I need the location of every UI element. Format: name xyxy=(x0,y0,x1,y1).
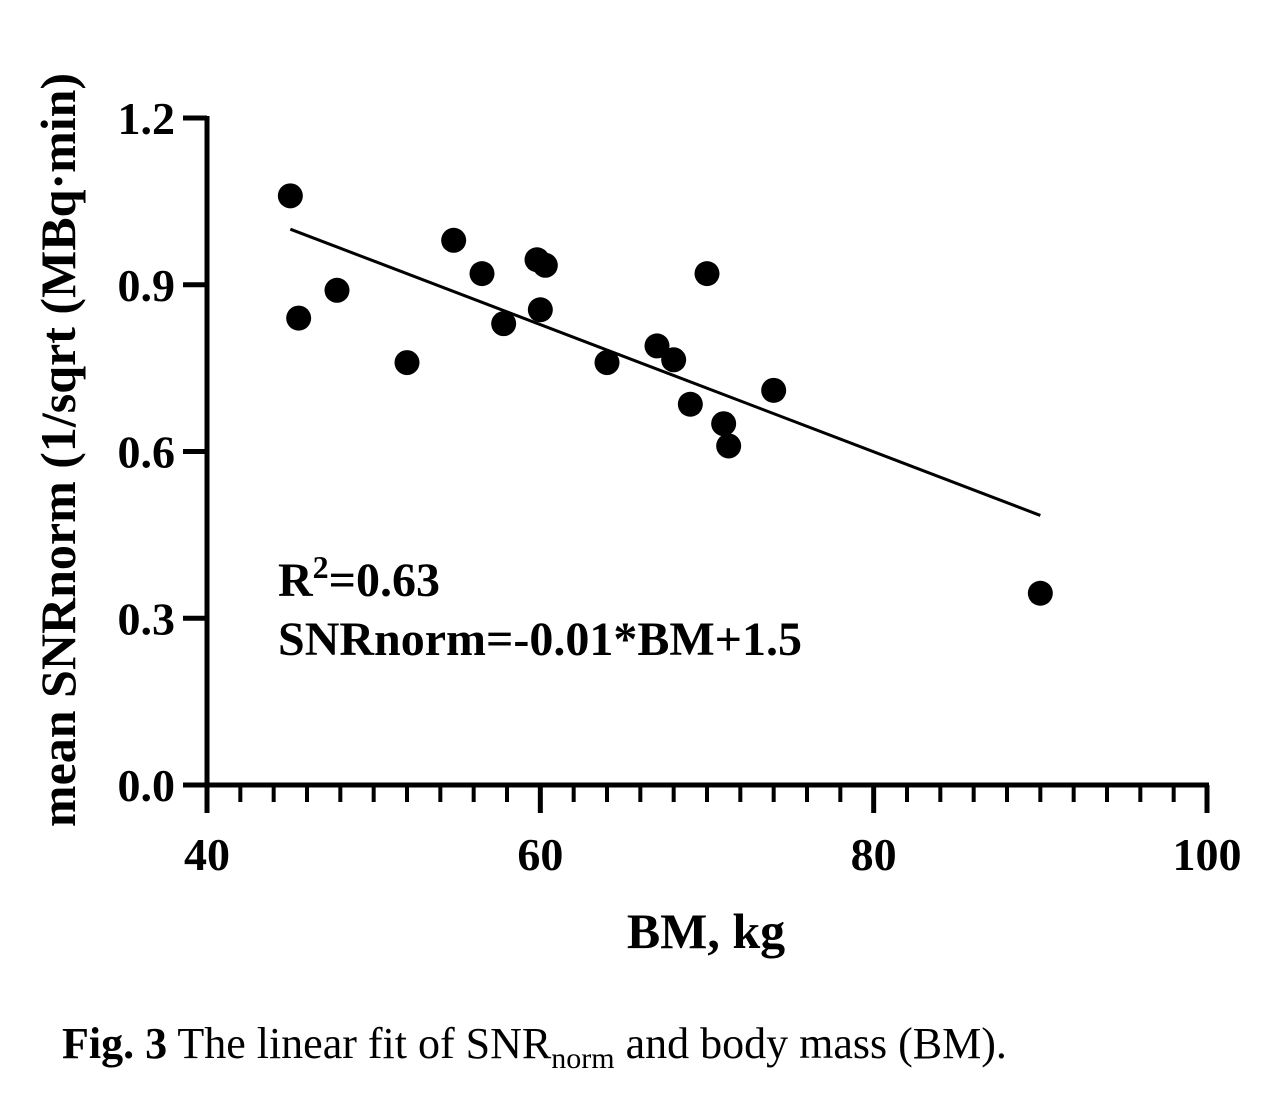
r2-annotation: R2=0.63 xyxy=(278,549,440,607)
data-point xyxy=(277,183,303,209)
data-point xyxy=(694,261,720,287)
data-point xyxy=(677,391,703,417)
r2-prefix: R xyxy=(278,554,314,607)
data-point xyxy=(441,227,467,253)
data-point xyxy=(527,297,553,323)
y-tick-label: 0.0 xyxy=(118,760,176,811)
caption-label: Fig. 3 xyxy=(62,1019,168,1068)
data-point xyxy=(711,411,737,437)
data-point xyxy=(1027,580,1053,606)
data-point xyxy=(532,252,558,278)
r2-superscript: 2 xyxy=(313,549,329,585)
x-tick-label: 60 xyxy=(517,829,563,880)
data-point xyxy=(469,261,495,287)
figure-caption: Fig. 3 The linear fit of SNRnorm and bod… xyxy=(62,1018,1007,1076)
data-point xyxy=(594,350,620,376)
data-point xyxy=(324,277,350,303)
y-tick-label: 0.6 xyxy=(118,427,176,478)
caption-text-before: The linear fit of SNR xyxy=(167,1019,552,1068)
data-point xyxy=(661,347,687,373)
data-point xyxy=(716,433,742,459)
x-tick-labels: 40 60 80 100 xyxy=(184,829,1242,880)
data-point xyxy=(761,377,787,403)
y-axis-title: mean SNRnorm (1/sqrt (MBq·min) xyxy=(30,73,86,827)
y-tick-labels: 0.0 0.3 0.6 0.9 1.2 xyxy=(118,93,176,811)
x-tick-label: 40 xyxy=(184,829,230,880)
scatter-chart: 40 60 80 100 0.0 0.3 0.6 0.9 1.2 BM, kg mean SN… xyxy=(30,73,1242,959)
data-point xyxy=(491,311,517,337)
caption-text-after: and body mass (BM). xyxy=(614,1019,1007,1068)
data-point xyxy=(644,333,670,359)
data-point xyxy=(286,305,312,331)
caption-subscript: norm xyxy=(551,1041,615,1075)
x-tick-label: 100 xyxy=(1173,829,1242,880)
r2-value: =0.63 xyxy=(329,554,440,607)
equation-annotation: SNRnorm=-0.01*BM+1.5 xyxy=(278,613,802,666)
x-tick-label: 80 xyxy=(851,829,897,880)
x-axis-title: BM, kg xyxy=(627,903,785,959)
axes xyxy=(183,115,1210,813)
y-tick-label: 0.3 xyxy=(118,593,176,644)
y-tick-label: 1.2 xyxy=(118,93,176,144)
y-tick-label: 0.9 xyxy=(118,260,176,311)
fit-line xyxy=(289,227,1041,517)
data-points xyxy=(277,183,1053,606)
data-point xyxy=(394,350,420,376)
